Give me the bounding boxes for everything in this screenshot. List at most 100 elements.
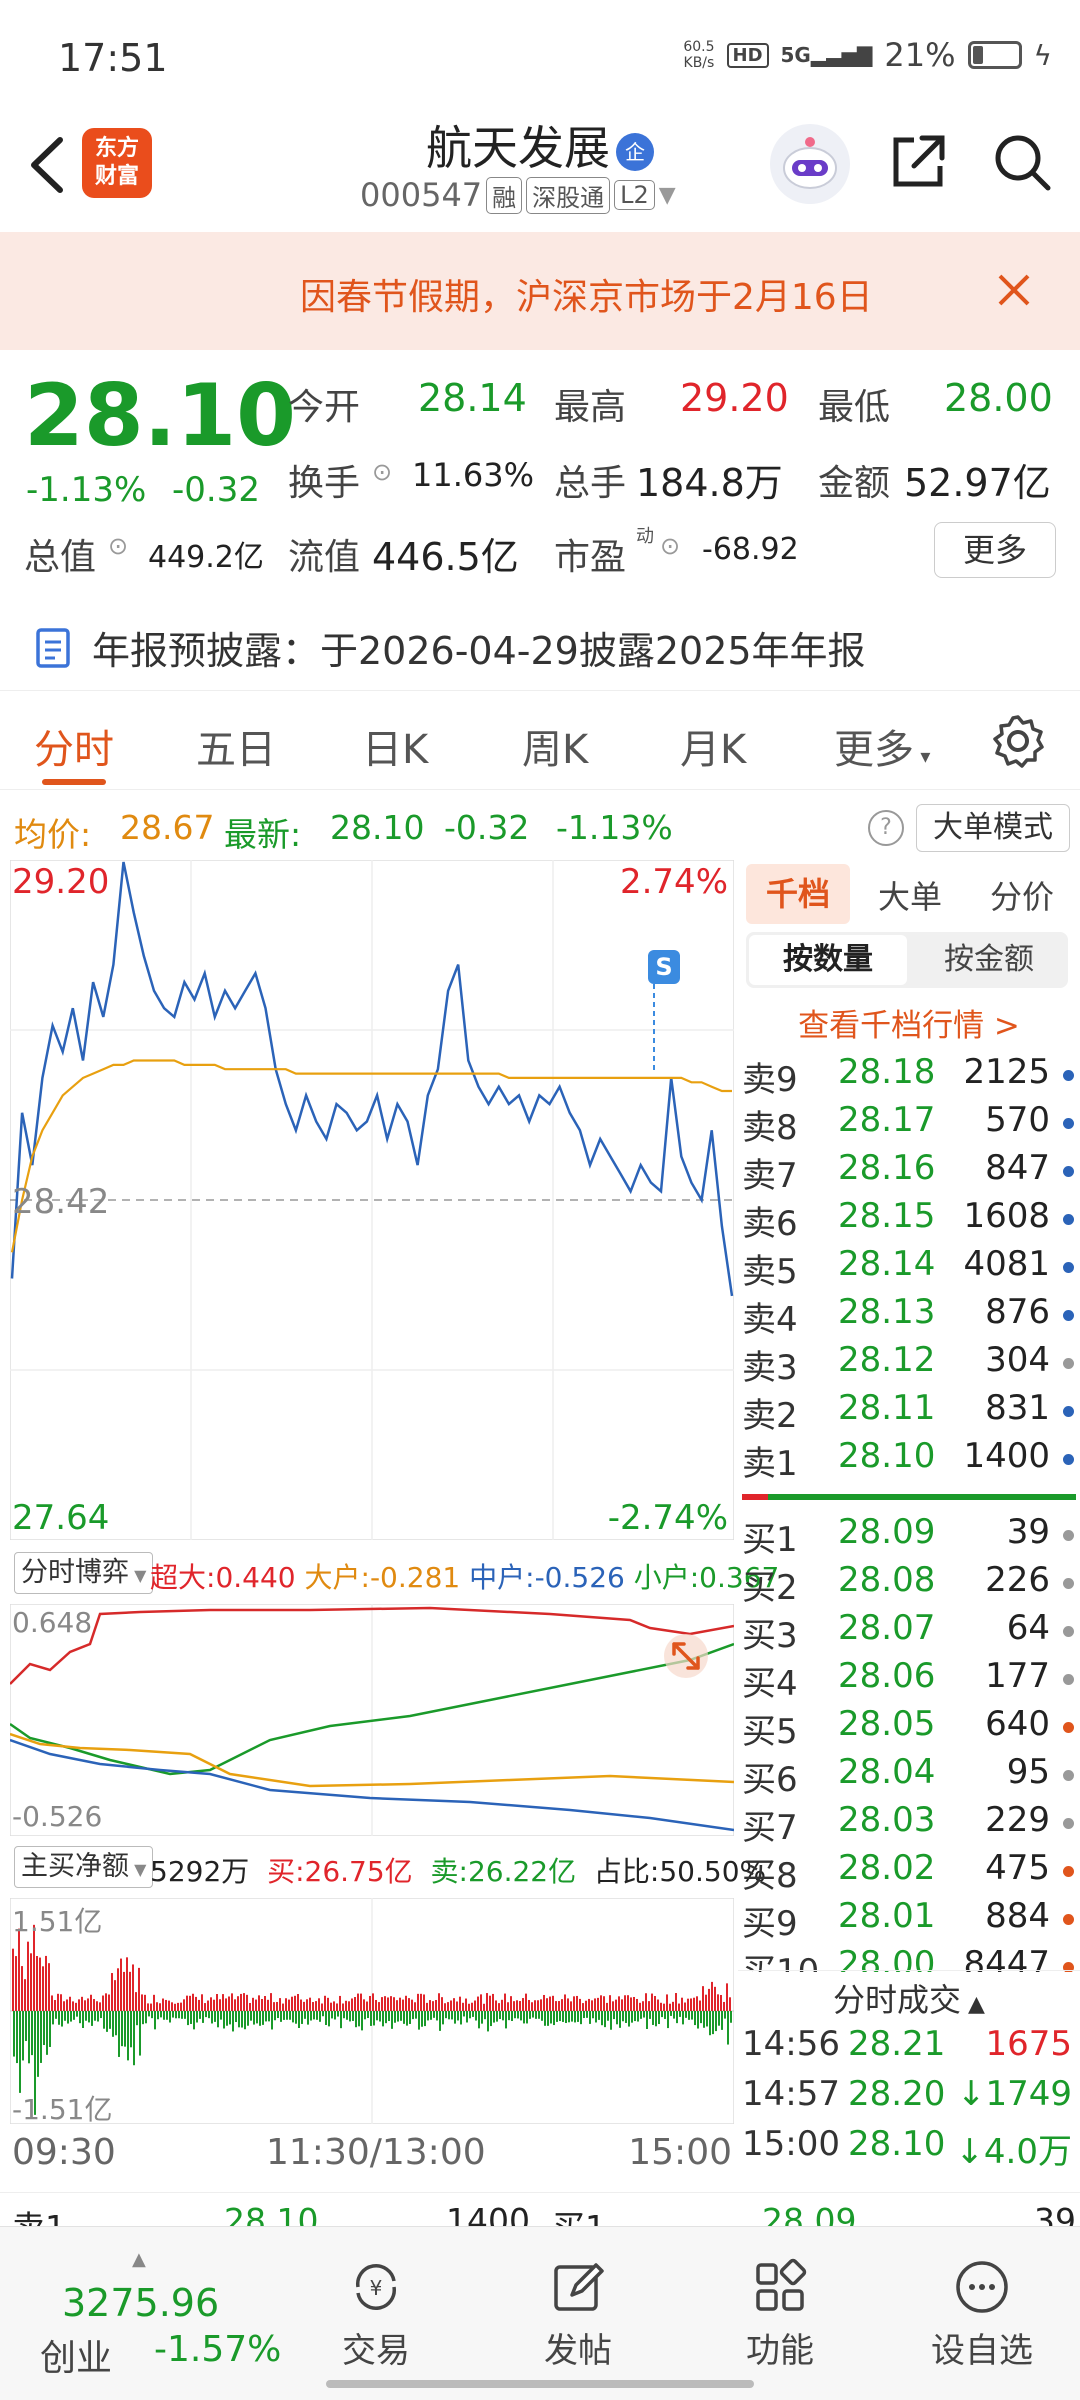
tab-price-distribution[interactable]: 分价 bbox=[990, 878, 1055, 916]
ask-row[interactable]: 卖2 28.11 831 bbox=[738, 1388, 1080, 1436]
info-icon[interactable]: ⊙ bbox=[372, 458, 393, 486]
index-widget[interactable]: ▲ 3275.96 创业 -1.57% bbox=[36, 2249, 296, 2379]
net-buy-bar bbox=[699, 2000, 701, 2011]
net-buy-bar bbox=[681, 1997, 683, 2011]
home-indicator[interactable] bbox=[326, 2380, 754, 2388]
bid-row[interactable]: 买1 28.09 39 bbox=[738, 1512, 1080, 1560]
tab-monthly-k[interactable]: 月K bbox=[680, 727, 747, 773]
net-buy-bar bbox=[648, 2001, 650, 2011]
tick-price: 28.21 bbox=[848, 2024, 946, 2064]
bid-price: 28.09 bbox=[838, 1512, 936, 1552]
tick-price: 28.20 bbox=[848, 2074, 946, 2114]
net-sell-bar bbox=[244, 2011, 246, 2030]
time-sales-title[interactable]: 分时成交 ▲ bbox=[738, 1970, 1080, 2021]
indicator-selector-1[interactable]: 分时博弈 ▼ bbox=[14, 1552, 154, 1594]
net-buy-bar bbox=[564, 1994, 566, 2011]
stock-code-line[interactable]: 000547 融 深股通 L2 ▼ bbox=[360, 176, 676, 214]
bid-row[interactable]: 买4 28.06 177 bbox=[738, 1656, 1080, 1704]
net-buy-bar bbox=[618, 1996, 620, 2011]
help-icon[interactable]: ? bbox=[868, 810, 904, 846]
nav-add-watchlist[interactable]: 设自选 bbox=[912, 2257, 1052, 2372]
info-icon[interactable]: ⊙ bbox=[108, 532, 129, 560]
net-buy-bar bbox=[198, 1999, 200, 2011]
ask-row[interactable]: 卖3 28.12 304 bbox=[738, 1340, 1080, 1388]
net-buy-bar bbox=[585, 2000, 587, 2011]
ask-row[interactable]: 卖4 28.13 876 bbox=[738, 1292, 1080, 1340]
ask-row[interactable]: 卖9 28.18 2125 bbox=[738, 1052, 1080, 1100]
ask-row[interactable]: 卖6 28.15 1608 bbox=[738, 1196, 1080, 1244]
tick-time: 14:57 bbox=[742, 2074, 840, 2114]
share-icon[interactable] bbox=[886, 130, 950, 194]
tab-more[interactable]: 更多 ▾ bbox=[834, 727, 931, 773]
bid-row[interactable]: 买6 28.04 95 bbox=[738, 1752, 1080, 1800]
net-buy-bar bbox=[408, 1998, 410, 2011]
net-sell-bar bbox=[223, 2011, 225, 2029]
net-sell-bar bbox=[391, 2011, 393, 2029]
tab-thousand-levels[interactable]: 千档 bbox=[746, 864, 850, 924]
net-sell-bar bbox=[127, 2011, 129, 2061]
net-buy-bar bbox=[597, 1997, 599, 2011]
bid-row[interactable]: 买3 28.07 64 bbox=[738, 1608, 1080, 1656]
ask-row[interactable]: 卖8 28.17 570 bbox=[738, 1100, 1080, 1148]
ask-level-label: 卖8 bbox=[742, 1108, 798, 1148]
caret-down-icon: ▼ bbox=[129, 1566, 147, 1585]
bid-price: 28.05 bbox=[838, 1704, 936, 1744]
tab-daily-k[interactable]: 日K bbox=[362, 727, 429, 773]
signal-marker-s[interactable]: S bbox=[648, 950, 680, 984]
by-quantity-option[interactable]: 按数量 bbox=[749, 935, 907, 985]
net-sell-bar bbox=[544, 2011, 546, 2026]
trade-icon: ¥ bbox=[346, 2257, 406, 2317]
strip-bid-vol: 39 bbox=[1034, 2201, 1076, 2226]
bid-level-label: 买9 bbox=[742, 1904, 798, 1944]
status-time: 17:51 bbox=[58, 36, 168, 80]
net-buy-bar bbox=[330, 2002, 332, 2011]
latest-value: 28.10 bbox=[330, 808, 425, 847]
by-amount-option[interactable]: 按金额 bbox=[944, 942, 1034, 977]
gear-icon[interactable] bbox=[990, 713, 1046, 769]
view-levels-link[interactable]: 查看千档行情 > bbox=[798, 1008, 1020, 1044]
net-sell-bar bbox=[334, 2011, 336, 2020]
ask-row[interactable]: 卖7 28.16 847 bbox=[738, 1148, 1080, 1196]
net-sell-bar bbox=[706, 2011, 708, 2027]
holiday-notice-banner[interactable]: 因春节假期，沪深京市场于2月16日 bbox=[0, 232, 1080, 350]
net-buy-bar bbox=[540, 1999, 542, 2011]
bid-row[interactable]: 买5 28.05 640 bbox=[738, 1704, 1080, 1752]
tab-weekly-k[interactable]: 周K bbox=[522, 727, 589, 773]
tab-intraday[interactable]: 分时 bbox=[34, 727, 114, 773]
bid-row[interactable]: 买2 28.08 226 bbox=[738, 1560, 1080, 1608]
big-order-mode-button[interactable]: 大单模式 bbox=[916, 804, 1070, 852]
net-buy-bar bbox=[120, 1958, 122, 2011]
order-dot-icon bbox=[1063, 1674, 1074, 1685]
net-buy-bar bbox=[390, 1996, 392, 2011]
tab-five-day[interactable]: 五日 bbox=[196, 727, 276, 773]
net-sell-bar bbox=[19, 2011, 21, 2093]
ask-row[interactable]: 卖1 28.10 1400 bbox=[738, 1436, 1080, 1484]
quantity-amount-toggle[interactable]: 按数量 按金额 bbox=[746, 932, 1068, 988]
bid-row[interactable]: 买7 28.03 229 bbox=[738, 1800, 1080, 1848]
robot-assistant-icon[interactable] bbox=[770, 124, 850, 204]
tab-big-orders[interactable]: 大单 bbox=[878, 878, 943, 916]
net-buy-bar bbox=[684, 2002, 686, 2011]
search-icon[interactable] bbox=[990, 130, 1054, 194]
nav-trade[interactable]: ¥ 交易 bbox=[306, 2257, 446, 2372]
net-buy-bar bbox=[693, 1997, 695, 2011]
more-quote-button[interactable]: 更多 bbox=[934, 522, 1056, 578]
back-icon[interactable] bbox=[22, 130, 72, 200]
bid-row[interactable]: 买8 28.02 475 bbox=[738, 1848, 1080, 1896]
net-sell-bar bbox=[433, 2011, 435, 2018]
ask-row[interactable]: 卖5 28.14 4081 bbox=[738, 1244, 1080, 1292]
caret-down-icon: ▾ bbox=[914, 744, 931, 768]
annual-report-notice[interactable]: 年报预披露：于2026-04-29披露2025年年报 bbox=[0, 600, 1080, 690]
intraday-chart[interactable]: 29.20 2.74% 28.42 27.64 -2.74% S bbox=[9, 859, 735, 1541]
expand-icon[interactable] bbox=[666, 1636, 706, 1676]
bid-row[interactable]: 买9 28.01 884 bbox=[738, 1896, 1080, 1944]
nav-functions[interactable]: 功能 bbox=[710, 2257, 850, 2372]
net-sell-bar bbox=[229, 2011, 231, 2025]
net-buy-bar bbox=[669, 2003, 671, 2011]
close-icon[interactable] bbox=[994, 270, 1034, 310]
nav-post[interactable]: 发帖 bbox=[508, 2257, 648, 2372]
indicator-selector-2[interactable]: 主买净额 ▼ bbox=[14, 1846, 154, 1888]
info-icon[interactable]: ⊙ bbox=[660, 532, 681, 560]
more-dots-icon bbox=[952, 2257, 1012, 2317]
bid-row[interactable]: 买10 28.00 8447 bbox=[738, 1944, 1080, 1972]
